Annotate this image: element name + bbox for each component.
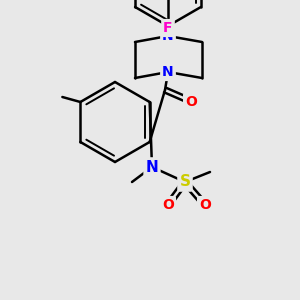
Text: F: F (163, 21, 173, 35)
Text: O: O (185, 95, 197, 109)
Text: O: O (162, 198, 174, 212)
Text: N: N (162, 29, 174, 43)
Text: O: O (199, 198, 211, 212)
Text: S: S (179, 175, 191, 190)
Text: N: N (162, 65, 174, 79)
Text: N: N (146, 160, 158, 175)
